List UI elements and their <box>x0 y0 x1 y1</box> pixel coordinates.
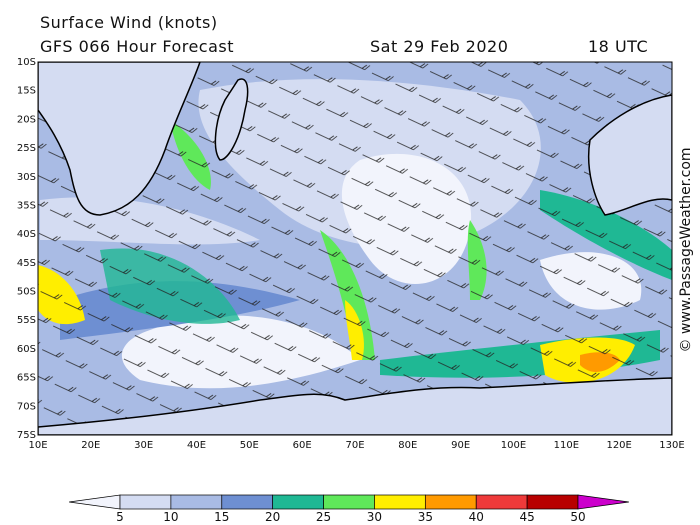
lat-label: 75S <box>17 430 36 441</box>
lon-label: 60E <box>293 440 312 451</box>
colorbar-segment <box>119 494 172 510</box>
lat-label: 60S <box>17 344 36 355</box>
lon-label: 40E <box>187 440 206 451</box>
lat-label: 65S <box>17 373 36 384</box>
colorbar-segment <box>526 494 579 510</box>
colorbar-tick-label: 40 <box>469 510 484 524</box>
lat-label: 20S <box>17 114 36 125</box>
colorbar-tick-label: 30 <box>367 510 382 524</box>
colorbar-segment <box>374 494 426 510</box>
colorbar-segment <box>170 494 223 510</box>
lat-label: 35S <box>17 200 36 211</box>
colorbar-tick-label: 15 <box>214 510 229 524</box>
lon-label: 130E <box>659 440 684 451</box>
lon-label: 120E <box>606 440 631 451</box>
land-australia <box>587 94 672 216</box>
colorbar-tick-label: 5 <box>116 510 124 524</box>
map-frame <box>37 61 673 436</box>
lat-label: 45S <box>17 258 36 269</box>
lon-label: 90E <box>451 440 470 451</box>
lat-label: 25S <box>17 143 36 154</box>
colorbar-tick-label: 50 <box>570 510 585 524</box>
lat-label: 15S <box>17 86 36 97</box>
colorbar-segment <box>424 494 477 510</box>
lon-label: 110E <box>554 440 579 451</box>
colorbar-tick-label: 25 <box>316 510 331 524</box>
subtitle: GFS 066 Hour Forecast <box>40 37 234 56</box>
colorbar-segment <box>221 494 274 510</box>
colorbar-high-end <box>577 494 629 510</box>
colorbar-tick-label: 35 <box>418 510 433 524</box>
land-madagascar <box>214 78 249 161</box>
colorbar-segment <box>475 494 528 510</box>
colorbar-tick-label: 10 <box>163 510 178 524</box>
lat-label: 55S <box>17 315 36 326</box>
lon-label: 80E <box>398 440 417 451</box>
lon-label: 100E <box>501 440 526 451</box>
lat-label: 50S <box>17 287 36 298</box>
lon-label: 50E <box>240 440 259 451</box>
lat-label: 30S <box>17 172 36 183</box>
lon-label: 20E <box>81 440 100 451</box>
colorbar: 5 10 15 20 25 30 35 40 45 50 <box>69 494 629 524</box>
forecast-time: 18 UTC <box>588 37 648 56</box>
axis-labels: 10S 15S 20S 25S 30S 35S 40S 45S 50S 55S 60S 65S 70S 7… <box>17 57 685 451</box>
colorbar-low-end <box>69 494 121 510</box>
land-africa <box>38 62 201 216</box>
map-field <box>38 62 672 435</box>
land-antarctica <box>38 377 672 435</box>
title: Surface Wind (knots) <box>40 13 218 32</box>
colorbar-tick-label: 20 <box>265 510 280 524</box>
colorbar-tick-label: 45 <box>519 510 534 524</box>
forecast-date: Sat 29 Feb 2020 <box>370 37 508 56</box>
lat-label: 10S <box>17 57 36 68</box>
lat-label: 40S <box>17 229 36 240</box>
lon-label: 10E <box>28 440 47 451</box>
lon-label: 70E <box>345 440 364 451</box>
lat-label: 70S <box>17 401 36 412</box>
colorbar-segment <box>272 494 324 510</box>
lon-label: 30E <box>134 440 153 451</box>
colorbar-segment <box>323 494 375 510</box>
credit: © www.PassageWeather.com <box>678 147 694 352</box>
